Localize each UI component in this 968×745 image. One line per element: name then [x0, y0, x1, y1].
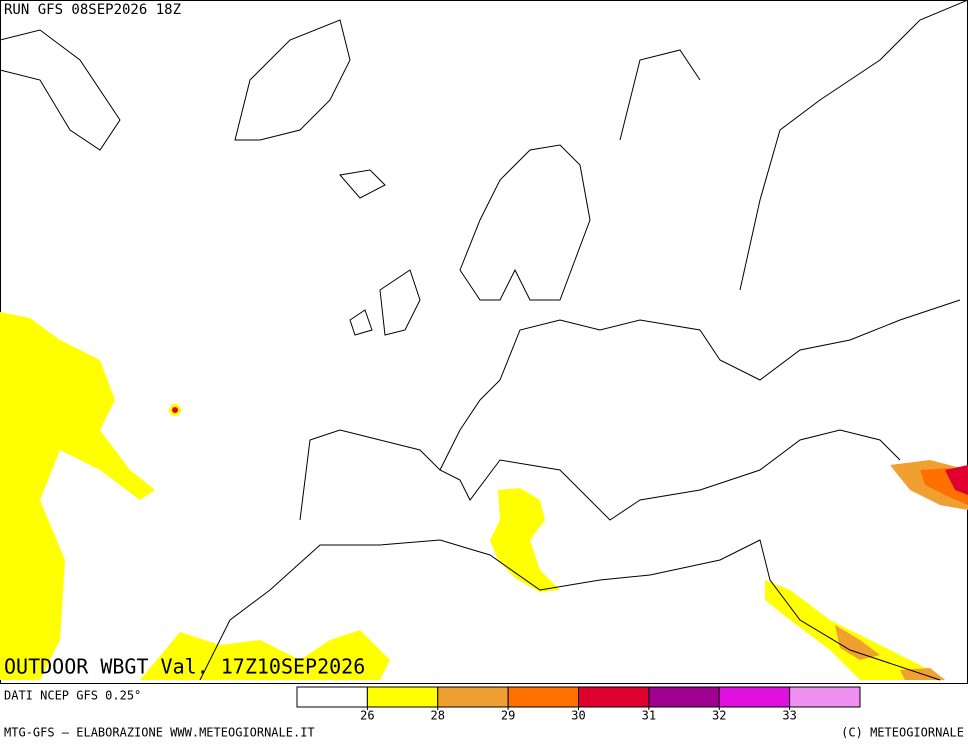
color-legend: 26 28 29 30 31 32 33 [296, 686, 861, 723]
legend-swatch [437, 686, 509, 708]
legend-label: 29 [501, 709, 515, 723]
legend-label: 30 [571, 709, 585, 723]
legend-label: 32 [712, 709, 726, 723]
legend-swatch [789, 686, 861, 708]
legend-swatch [366, 686, 439, 708]
wbgt-fields [0, 312, 968, 680]
map-frame [0, 0, 968, 684]
coastlines [0, 0, 968, 681]
map-title: OUTDOOR WBGT Val. 17Z10SEP2026 [4, 655, 365, 679]
legend-label: 33 [782, 709, 796, 723]
legend-swatch [718, 686, 791, 708]
credit-label: MTG-GFS — ELABORAZIONE WWW.METEOGIORNALE… [4, 726, 315, 740]
copyright-label: (C) METEOGIORNALE [841, 726, 964, 740]
run-label: RUN GFS 08SEP2026 18Z [4, 2, 181, 18]
legend-label: 26 [360, 709, 374, 723]
legend-label: 28 [431, 709, 445, 723]
legend-swatch [578, 686, 650, 708]
source-label: DATI NCEP GFS 0.25° [4, 689, 141, 703]
legend-swatch [296, 686, 368, 708]
legend-label: 31 [642, 709, 656, 723]
legend-swatch [648, 686, 720, 708]
legend-swatch [507, 686, 579, 708]
